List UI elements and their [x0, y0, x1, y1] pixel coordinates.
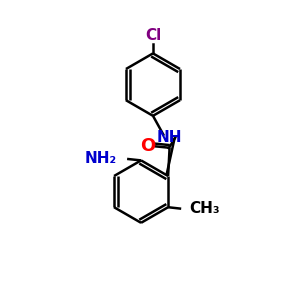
Text: O: O: [141, 137, 156, 155]
Text: Cl: Cl: [145, 28, 161, 43]
Text: NH: NH: [157, 130, 182, 145]
Text: NH₂: NH₂: [85, 152, 117, 166]
Text: CH₃: CH₃: [190, 201, 220, 216]
